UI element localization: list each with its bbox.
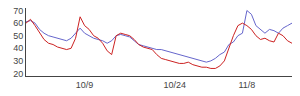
svg-text:50: 50 [13,31,23,41]
svg-text:60: 60 [13,18,23,28]
svg-text:11/8: 11/8 [238,80,255,90]
svg-text:10/9: 10/9 [76,80,94,90]
svg-text:20: 20 [13,69,23,79]
svg-text:10/24: 10/24 [164,80,187,90]
svg-text:30: 30 [13,56,23,66]
svg-text:70: 70 [13,6,23,16]
svg-text:40: 40 [13,43,23,53]
